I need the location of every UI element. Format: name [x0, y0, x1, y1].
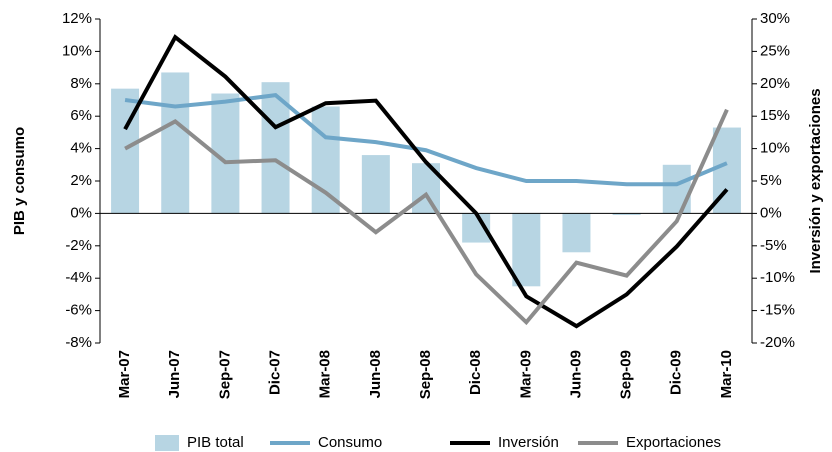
line — [124, 108, 729, 326]
legend-label: Exportaciones — [626, 434, 721, 451]
y2-tick-label: 25% — [760, 42, 790, 59]
y2-tick-label: -20% — [760, 334, 795, 351]
x-tick-label: Dic-09 — [668, 350, 685, 395]
y-tick-label: 4% — [70, 140, 92, 157]
bar — [512, 213, 541, 287]
y-tick-label: 2% — [70, 172, 92, 189]
bar — [311, 106, 340, 214]
bar — [161, 72, 190, 214]
y2-axis-title: Inversión y exportaciones — [807, 88, 824, 273]
y2-tick-label: 10% — [760, 140, 790, 157]
x-tick-label: Sep-08 — [417, 350, 434, 399]
x-tick-label: Jun-07 — [166, 350, 183, 398]
legend-label: Inversión — [498, 434, 559, 451]
legend-label: PIB total — [187, 434, 244, 451]
y2-tick-label: 5% — [760, 172, 782, 189]
x-tick-label: Dic-07 — [267, 350, 284, 395]
y2-tick-label: 15% — [760, 107, 790, 124]
legend-swatch — [155, 435, 179, 451]
y-tick-label: -6% — [65, 302, 92, 319]
y2-tick-label: -5% — [760, 237, 787, 254]
y2-tick-label: 30% — [760, 10, 790, 27]
line — [123, 34, 729, 329]
bar — [562, 213, 591, 253]
y-tick-label: 6% — [70, 107, 92, 124]
x-tick-label: Mar-09 — [517, 350, 534, 398]
y-tick-label: -8% — [65, 334, 92, 351]
y2-tick-label: 20% — [760, 75, 790, 92]
y-tick-label: -4% — [65, 269, 92, 286]
x-tick-label: Sep-09 — [618, 350, 635, 399]
y-tick-label: 10% — [62, 42, 92, 59]
bar — [662, 164, 691, 214]
y2-tick-label: -15% — [760, 302, 795, 319]
y-tick-label: 8% — [70, 75, 92, 92]
y2-tick-label: -10% — [760, 269, 795, 286]
line — [124, 93, 728, 187]
bar — [361, 155, 390, 214]
x-tick-label: Jun-08 — [367, 350, 384, 398]
y-tick-label: 12% — [62, 10, 92, 27]
y2-tick-label: 0% — [760, 204, 782, 221]
x-tick-label: Mar-07 — [116, 350, 133, 398]
x-tick-label: Jun-09 — [567, 350, 584, 398]
x-tick-label: Dic-08 — [467, 350, 484, 395]
x-tick-label: Mar-10 — [718, 350, 735, 398]
y-tick-label: -2% — [65, 237, 92, 254]
y-tick-label: 0% — [70, 204, 92, 221]
bar — [612, 213, 641, 216]
y-axis-title: PIB y consumo — [11, 127, 28, 235]
x-tick-label: Sep-07 — [216, 350, 233, 399]
legend-label: Consumo — [318, 434, 382, 451]
x-tick-label: Mar-08 — [317, 350, 334, 398]
